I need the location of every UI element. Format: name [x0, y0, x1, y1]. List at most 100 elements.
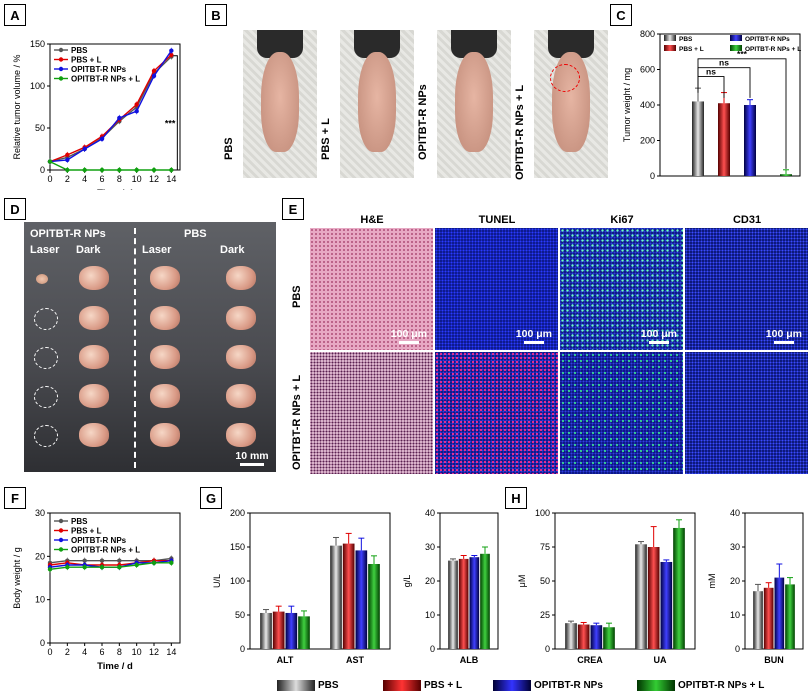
- data-point: [169, 52, 174, 58]
- data-point: [169, 48, 174, 53]
- scale-label-d: 10 mm: [235, 450, 269, 462]
- legend-marker: [58, 547, 64, 552]
- data-point: [65, 167, 70, 173]
- data-point: [82, 167, 87, 173]
- x-tick-label: 4: [82, 647, 87, 657]
- data-point: [134, 109, 139, 114]
- panel-label-e: E: [282, 198, 304, 220]
- panel-label-h: H: [505, 487, 527, 509]
- y-tick-label: 30: [425, 542, 435, 552]
- tumor-absent-circle: [34, 347, 58, 369]
- y-tick-label: 30: [730, 542, 740, 552]
- mouse-group-label: OPITBT-R NPs + L: [514, 84, 526, 180]
- y-tick-label: 100: [535, 508, 550, 518]
- significance-label: ***: [737, 49, 748, 59]
- bar: [260, 612, 272, 649]
- legend-marker: [58, 47, 64, 53]
- y-tick-label: 75: [540, 542, 550, 552]
- panel-label-b: B: [205, 4, 227, 26]
- tumor: [226, 423, 256, 447]
- x-axis-label: Time / d: [97, 661, 133, 672]
- y-axis-label: Body weight / g: [12, 547, 22, 609]
- mouse-photo: [243, 30, 317, 178]
- bar: [448, 560, 458, 649]
- data-point: [99, 558, 105, 563]
- x-tick-label: 14: [166, 647, 176, 657]
- y-tick-label: 50: [540, 576, 550, 586]
- tumor: [79, 384, 109, 408]
- y-tick-label: 150: [230, 542, 245, 552]
- y-tick-label: 0: [735, 644, 740, 654]
- scale-bar-e: 100 μm: [391, 328, 427, 344]
- histology-image: 100 μm: [685, 228, 808, 350]
- scale-bar-e: 100 μm: [516, 328, 552, 344]
- chart-h-kidney-crea-ua: 0 25 50 75 100 μM CREA UA: [517, 508, 696, 665]
- x-tick-label: 4: [82, 174, 87, 184]
- legend-label: PBS + L: [71, 56, 102, 65]
- legend-item-pbs-l: PBS + L: [383, 680, 462, 691]
- plot-frame: [49, 512, 181, 644]
- tumor: [150, 266, 180, 290]
- col-header-he: H&E: [360, 214, 384, 226]
- y-tick-label: 150: [30, 39, 45, 49]
- series-line-3: [49, 562, 172, 571]
- tumor: [79, 306, 109, 330]
- data-point: [151, 73, 157, 79]
- category-label: ALB: [460, 655, 479, 665]
- data-point: [47, 159, 53, 164]
- group-label-nps: OPITBT-R NPs: [30, 228, 106, 240]
- histology-image: [435, 352, 558, 474]
- scale-line: [773, 341, 794, 344]
- bar: [355, 550, 368, 649]
- mouse-photo: [437, 30, 511, 178]
- legend-swatch-nps: [493, 680, 531, 691]
- data-point: [117, 558, 122, 563]
- data-point: [134, 167, 139, 173]
- mouse-photo: [340, 30, 414, 178]
- panel-b-mouse-photos: PBS PBS + L OPITBT-R NPs OPITBT-R NPs + L: [223, 30, 608, 180]
- mouse-group-label: OPITBT-R NPs: [417, 84, 429, 160]
- legend-swatch: [730, 35, 742, 41]
- data-point: [65, 152, 70, 158]
- chart-h-bun: 0 10 20 30 40 mM BUN: [707, 508, 804, 665]
- x-tick-label: 12: [149, 647, 159, 657]
- bar: [565, 623, 577, 649]
- legend-swatch: [664, 45, 676, 51]
- x-tick-label: 0: [47, 174, 52, 184]
- bar: [590, 625, 603, 649]
- y-tick-label: 200: [230, 508, 245, 518]
- tumor: [79, 345, 109, 369]
- y-tick-label: 50: [235, 610, 245, 620]
- panel-label-c: C: [610, 4, 632, 26]
- y-tick-label: 0: [545, 644, 550, 654]
- series-line-2: [49, 50, 172, 163]
- bar: [744, 105, 756, 176]
- histology-image: 100 μm: [560, 228, 683, 350]
- y-tick-label: 20: [730, 576, 740, 586]
- histology-image: [560, 352, 683, 474]
- bar: [692, 101, 704, 176]
- x-axis-label: Time / d: [97, 188, 133, 190]
- scale-label-e: 100 μm: [765, 328, 802, 340]
- panel-e-histology: H&E TUNEL Ki67 CD31 PBS OPITBT-R NPs + L…: [282, 208, 811, 478]
- mouse-photo: [534, 30, 608, 178]
- y-tick-label: 10: [35, 595, 45, 605]
- y-tick-label: 0: [40, 165, 45, 175]
- scale-line: [523, 341, 544, 344]
- histology-image: [685, 352, 808, 474]
- scale-line: [240, 463, 264, 466]
- legend-label: PBS: [71, 46, 88, 55]
- mouse-body: [455, 52, 493, 152]
- y-tick-label: 100: [30, 81, 45, 91]
- scale-bar-d: 10 mm: [232, 450, 272, 466]
- data-point: [117, 564, 122, 570]
- data-point: [117, 115, 122, 121]
- mouse-body: [261, 52, 299, 152]
- data-point: [65, 564, 70, 570]
- y-axis-label: g/L: [402, 575, 412, 588]
- x-tick-label: 0: [47, 647, 52, 657]
- tumor: [226, 306, 256, 330]
- scale-label-e: 100 μm: [640, 328, 677, 340]
- x-tick-label: 14: [166, 174, 176, 184]
